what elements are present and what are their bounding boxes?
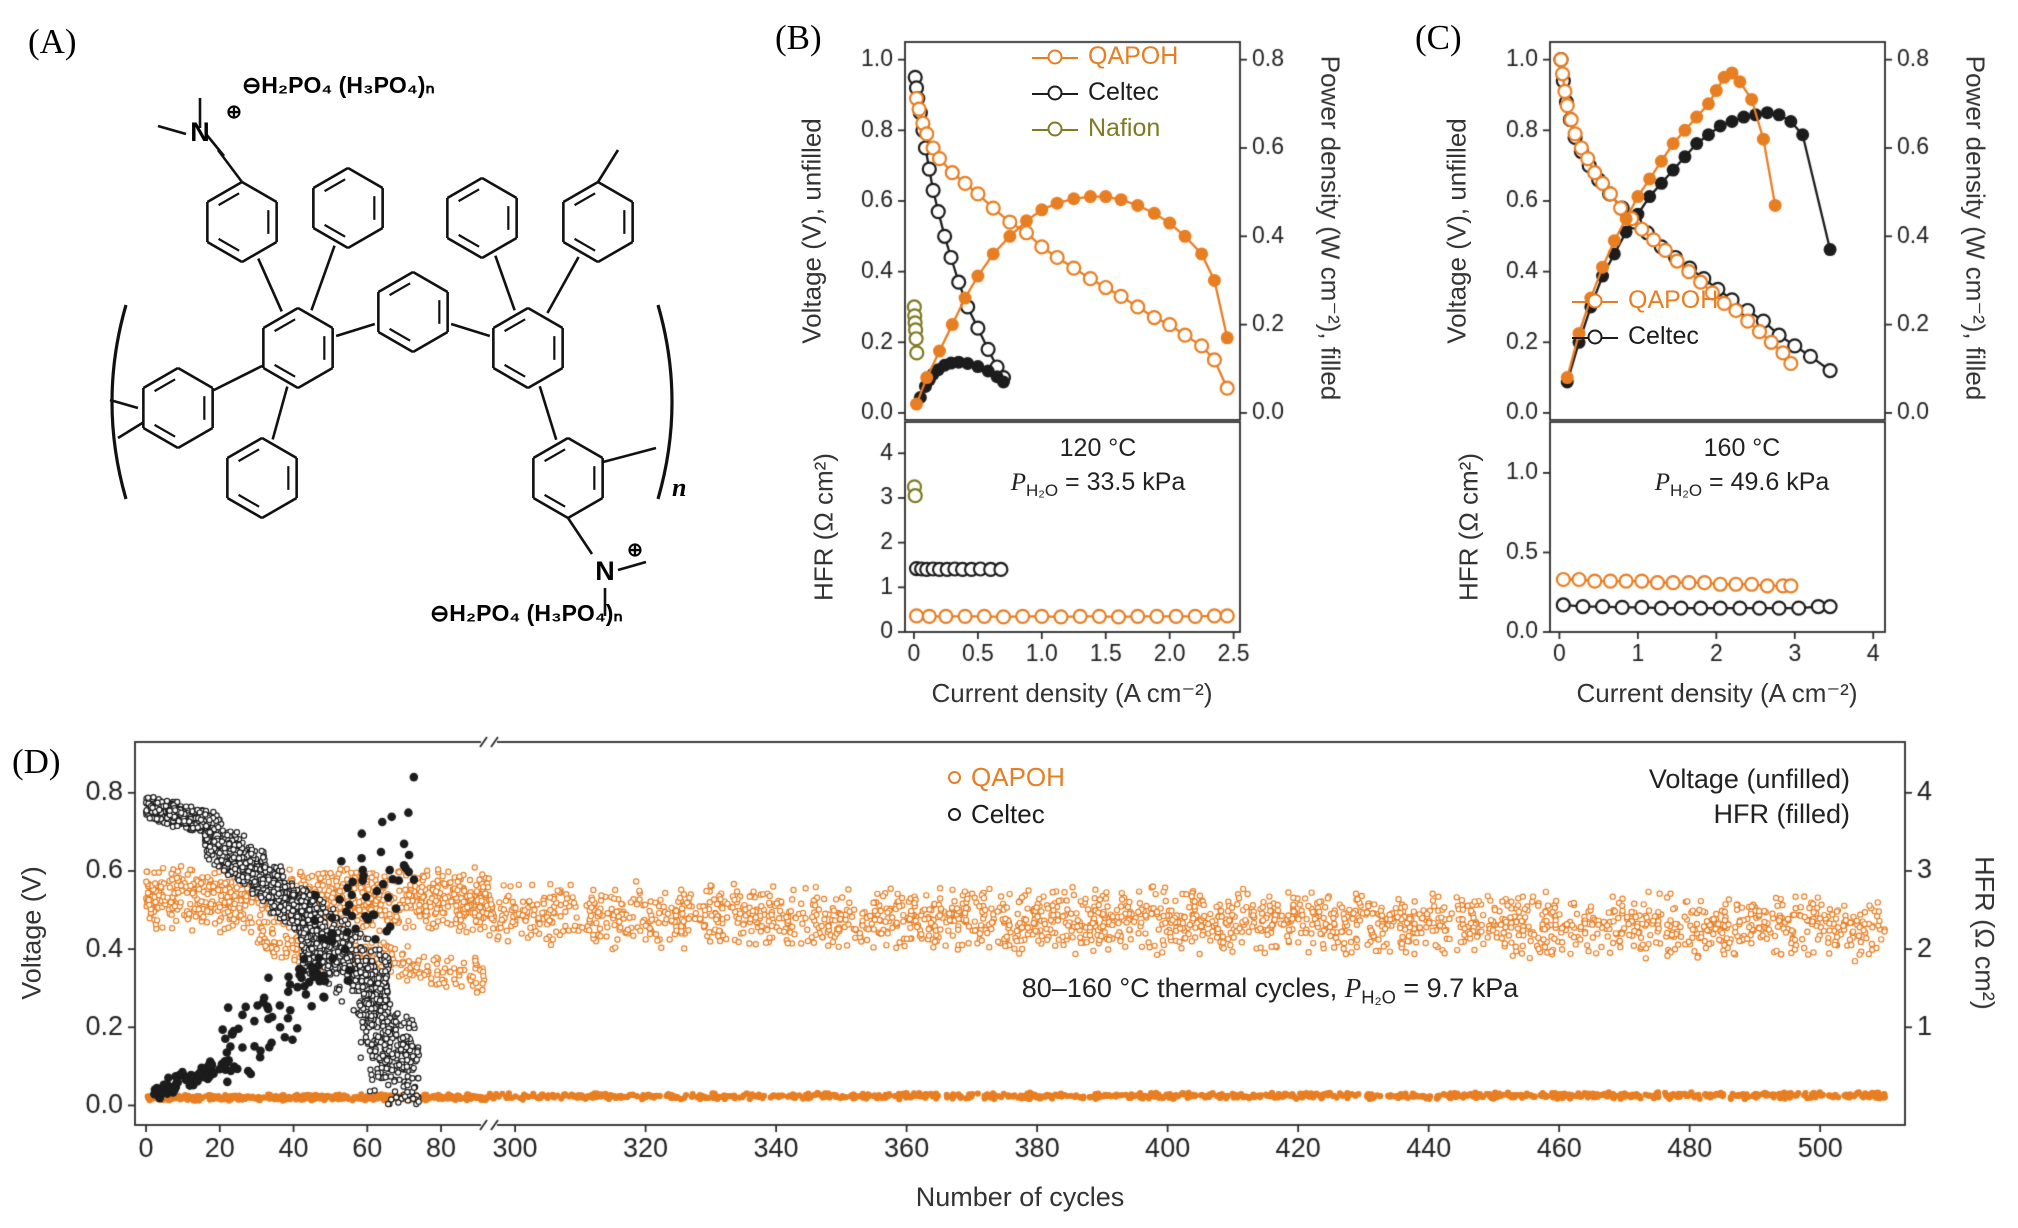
legend-d: QAPOH Celtec [948, 762, 1065, 836]
panel-c-hfr-chart [1480, 420, 1960, 665]
b-conditions-annotation: 120 °C PH₂O = 33.5 kPa [1011, 432, 1186, 503]
d-voltage-key: Voltage (unfilled) [1648, 764, 1850, 794]
panel-a: (A) N ⊕ N ⊕ n ⊖H₂PO₄ (H₃PO₄)ₙ ⊖H₂PO₄ (H₃… [0, 0, 760, 660]
legend-label-celtec: Celtec [971, 799, 1045, 829]
b-temperature: 120 °C [1059, 434, 1137, 462]
panel-b-polarization-chart [835, 20, 1315, 425]
ammonium-nitrogen-bottom: N [595, 556, 615, 586]
c-x-axis-title: Current density (A cm⁻²) [1576, 678, 1858, 708]
celtec-dot-icon [948, 808, 961, 821]
legend-label-celtec: Celtec [1088, 78, 1159, 106]
panel-d-label: (D) [12, 742, 61, 781]
plus-charge-bottom-icon: ⊕ [627, 540, 643, 561]
d-conditions-annotation: 80–160 °C thermal cycles, PH₂O = 9.7 kPa [1021, 973, 1519, 1008]
c-temperature: 160 °C [1703, 434, 1781, 462]
d-hfr-key: HFR (filled) [1713, 799, 1850, 830]
celtec-open-circle-icon [1032, 85, 1078, 100]
plus-charge-top-icon: ⊕ [226, 102, 242, 123]
panel-b-label: (B) [775, 18, 822, 57]
counterion-formula-top: ⊖H₂PO₄ (H₃PO₄)ₙ [242, 72, 435, 98]
legend-label-qapoh: QAPOH [1088, 42, 1179, 70]
legend-label-nafion: Nafion [1088, 114, 1161, 142]
qapoh-open-circle-icon [1032, 49, 1078, 64]
polymer-structure-drawing: N ⊕ N ⊕ n [109, 98, 686, 616]
b-voltage-axis-title: Voltage (V), unfilled [796, 118, 827, 344]
b-water-pressure: PH₂O = 33.5 kPa [1010, 467, 1186, 500]
c-hfr-axis-title: HFR (Ω cm²) [1453, 453, 1484, 601]
legend-item-celtec: Celtec [1032, 78, 1178, 107]
legend-item-celtec: Celtec [1572, 322, 1718, 351]
c-voltage-axis-title: Voltage (V), unfilled [1441, 118, 1472, 344]
panel-a-label: (A) [28, 22, 77, 61]
d-hfr-axis-title: HFR (Ω cm²) [1969, 856, 2000, 1010]
c-conditions-annotation: 160 °C PH₂O = 49.6 kPa [1655, 432, 1830, 503]
repeat-unit-n: n [672, 473, 686, 502]
panel-c-label: (C) [1415, 18, 1462, 57]
legend-item-celtec: Celtec [948, 799, 1065, 830]
legend-label-qapoh: QAPOH [971, 762, 1065, 792]
left-bracket [110, 304, 128, 500]
legend-item-qapoh: QAPOH [1572, 286, 1718, 315]
d-marker-key: Voltage (unfilled) HFR (filled) [1500, 762, 1850, 832]
legend-item-nafion: Nafion [1032, 114, 1178, 143]
b-x-axis-title: Current density (A cm⁻²) [931, 678, 1213, 708]
counterion-formula-bottom: ⊖H₂PO₄ (H₃PO₄)ₙ [430, 600, 623, 626]
d-x-axis-title: Number of cycles [915, 1182, 1125, 1212]
nafion-open-circle-icon [1032, 121, 1078, 136]
legend-c: QAPOH Celtec [1572, 286, 1718, 358]
ammonium-nitrogen-top: N [190, 117, 210, 147]
b-hfr-axis-title: HFR (Ω cm²) [808, 453, 839, 601]
panel-c-polarization-chart [1480, 20, 1960, 425]
b-power-axis-title: Power density (W cm⁻²), filled [1315, 55, 1346, 401]
c-water-pressure: PH₂O = 49.6 kPa [1654, 467, 1830, 500]
d-voltage-axis-title: Voltage (V) [16, 866, 47, 1000]
qapoh-open-circle-icon [1572, 293, 1618, 308]
panel-b-hfr-chart [835, 420, 1315, 665]
c-power-axis-title: Power density (W cm⁻²), filled [1960, 55, 1991, 401]
right-bracket [656, 304, 674, 500]
legend-item-qapoh: QAPOH [1032, 42, 1178, 71]
legend-b: QAPOH Celtec Nafion [1032, 42, 1178, 150]
legend-item-qapoh: QAPOH [948, 762, 1065, 793]
legend-label-celtec: Celtec [1628, 322, 1699, 350]
legend-label-qapoh: QAPOH [1628, 286, 1719, 314]
qapoh-dot-icon [948, 771, 961, 784]
panel-d-durability-chart [55, 730, 1995, 1170]
celtec-open-circle-icon [1572, 329, 1618, 344]
